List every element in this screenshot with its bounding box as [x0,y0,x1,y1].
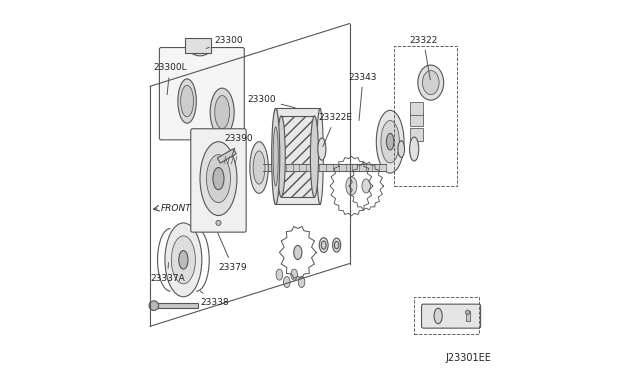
Text: 23338: 23338 [200,291,228,307]
Bar [410,113,424,126]
Text: 23300: 23300 [206,36,243,48]
Ellipse shape [178,79,196,123]
Bar [394,46,456,186]
Ellipse shape [398,141,404,157]
Ellipse shape [317,109,323,205]
Text: 23300: 23300 [247,95,295,108]
Circle shape [149,301,159,310]
Ellipse shape [271,109,280,205]
Ellipse shape [362,179,371,193]
Text: 23390: 23390 [224,134,253,157]
Text: 23343: 23343 [349,73,378,121]
Ellipse shape [346,177,357,195]
Bar [281,116,314,197]
Ellipse shape [333,238,340,252]
Bar [276,109,320,205]
Text: 23379: 23379 [218,233,247,272]
Circle shape [465,310,470,314]
Bar [185,38,211,53]
FancyBboxPatch shape [159,48,244,140]
Ellipse shape [276,269,283,280]
Ellipse shape [381,121,399,163]
Ellipse shape [189,39,211,56]
Ellipse shape [277,116,285,197]
FancyBboxPatch shape [422,304,481,328]
Bar [154,304,198,308]
Text: 23300L: 23300L [153,63,187,94]
Ellipse shape [284,276,290,288]
Ellipse shape [210,88,234,136]
Bar [414,297,479,334]
Ellipse shape [291,269,298,280]
Ellipse shape [376,110,404,173]
Ellipse shape [200,142,237,215]
Ellipse shape [298,276,305,288]
Ellipse shape [179,251,188,269]
Text: 23337A: 23337A [150,263,185,283]
Ellipse shape [321,241,326,249]
Text: FRONT: FRONT [161,203,191,213]
Ellipse shape [319,238,328,253]
Ellipse shape [207,155,230,203]
Bar [410,102,424,115]
Ellipse shape [213,167,224,190]
Text: 23322: 23322 [410,36,438,80]
Text: J23301EE: J23301EE [446,353,492,363]
Ellipse shape [215,96,230,129]
Bar [410,128,424,141]
Ellipse shape [318,138,326,160]
Ellipse shape [310,116,319,197]
Bar [218,149,236,163]
Bar [466,311,470,321]
Ellipse shape [273,127,278,186]
Ellipse shape [418,65,444,100]
Ellipse shape [294,246,302,260]
Ellipse shape [410,137,419,161]
Ellipse shape [273,109,279,205]
Text: 23322E: 23322E [318,113,352,147]
Ellipse shape [334,241,339,249]
Ellipse shape [250,142,268,193]
Circle shape [216,220,221,225]
Ellipse shape [253,151,265,184]
Ellipse shape [180,86,193,117]
Ellipse shape [165,223,202,297]
FancyBboxPatch shape [191,129,246,232]
Ellipse shape [422,71,439,94]
Ellipse shape [172,236,195,284]
Ellipse shape [387,134,394,150]
Ellipse shape [434,308,442,324]
